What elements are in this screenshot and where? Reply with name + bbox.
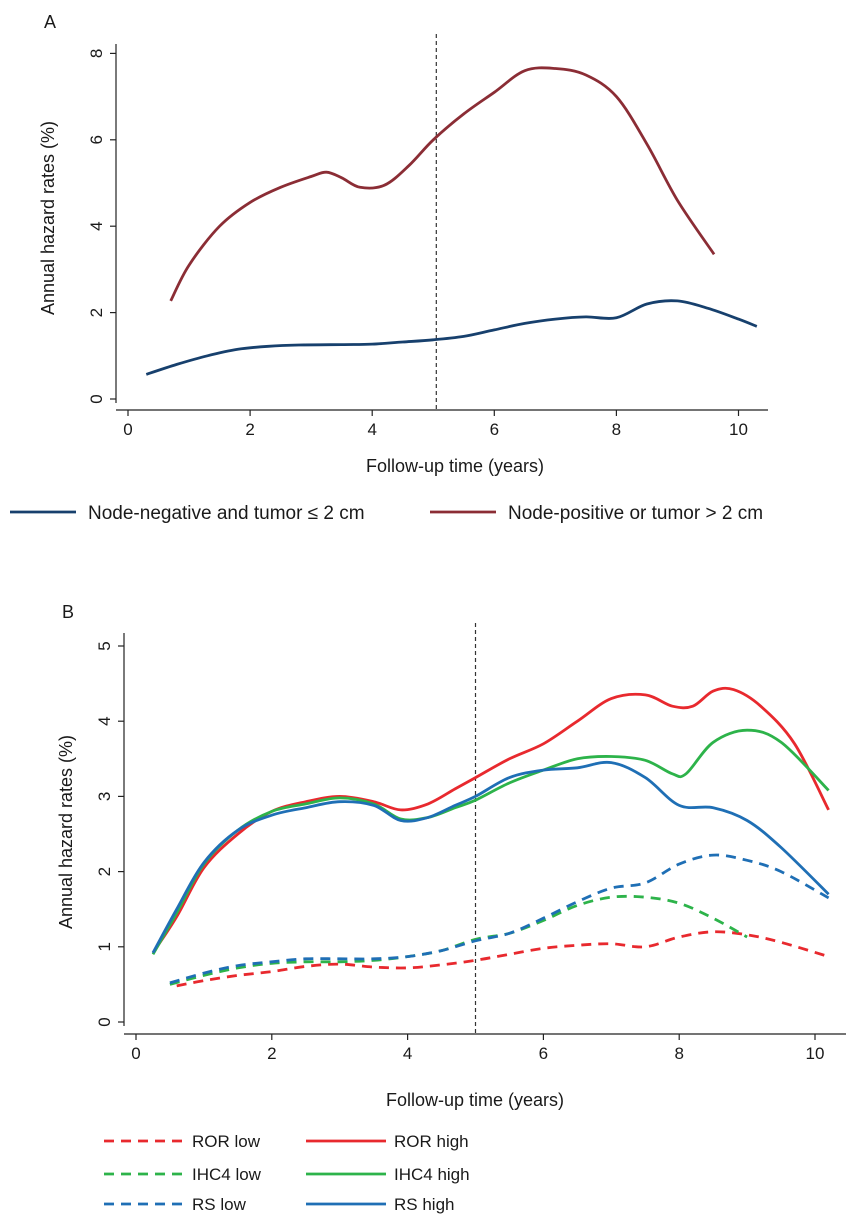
panel-b-legend: ROR low IHC4 low RS low ROR high IHC4 high RS…: [104, 1132, 470, 1214]
x-tick-label: 2: [245, 420, 254, 439]
legend-label: ROR high: [394, 1132, 469, 1151]
panel-a-xlabel: Follow-up time (years): [366, 456, 544, 476]
y-tick-label: 2: [87, 308, 106, 317]
panel-a-plot-area: 0 2 4 6 8 0 2 4 6 8 10: [87, 34, 768, 439]
legend-label: ROR low: [192, 1132, 261, 1151]
panel-b-xlabel: Follow-up time (years): [386, 1090, 564, 1110]
y-tick-label: 3: [95, 792, 114, 801]
x-tick-label: 2: [267, 1044, 276, 1063]
panel-a-label: A: [44, 12, 56, 32]
series-line-ror-low: [176, 930, 830, 988]
y-tick-label: 8: [87, 49, 106, 58]
y-tick-label: 0: [87, 394, 106, 403]
legend-label: RS low: [192, 1195, 247, 1214]
y-tick-label: 5: [95, 641, 114, 650]
y-tick-label: 4: [95, 716, 114, 725]
x-tick-label: 6: [490, 420, 499, 439]
legend-label: Node-negative and tumor ≤ 2 cm: [88, 503, 365, 524]
legend-label: Node-positive or tumor > 2 cm: [508, 503, 763, 524]
series-line-rs-low: [169, 853, 830, 985]
panel-a-ylabel: Annual hazard rates (%): [38, 121, 58, 315]
series-line-rs-high: [151, 760, 830, 954]
y-tick-label: 2: [95, 867, 114, 876]
x-tick-label: 8: [674, 1044, 683, 1063]
x-tick-label: 10: [729, 420, 748, 439]
y-tick-label: 4: [87, 221, 106, 230]
legend-label: IHC4 low: [192, 1165, 262, 1184]
series-line-ihc4-low: [169, 894, 748, 986]
panel-b-label: B: [62, 602, 74, 622]
series-line-node-negative-and-tumor-2-cm: [145, 299, 758, 376]
y-tick-label: 1: [95, 942, 114, 951]
panel-b-ylabel: Annual hazard rates (%): [56, 735, 76, 929]
y-tick-label: 0: [95, 1017, 114, 1026]
series-line-node-positive-or-tumor-2-cm: [169, 66, 716, 302]
panel-a: A Annual hazard rates (%) Follow-up time…: [10, 12, 768, 524]
panel-b: B Annual hazard rates (%) Follow-up time…: [56, 602, 846, 1214]
legend-label: IHC4 high: [394, 1165, 470, 1184]
x-tick-label: 0: [123, 420, 132, 439]
x-tick-label: 8: [612, 420, 621, 439]
x-tick-label: 4: [367, 420, 376, 439]
x-tick-label: 0: [131, 1044, 140, 1063]
legend-label: RS high: [394, 1195, 454, 1214]
panel-a-legend: Node-negative and tumor ≤ 2 cm Node-posit…: [10, 503, 763, 524]
x-tick-label: 10: [806, 1044, 825, 1063]
panel-b-plot-area: 0 1 2 3 4 5 0 2 4 6 8 10: [95, 623, 846, 1063]
x-tick-label: 6: [539, 1044, 548, 1063]
series-line-ihc4-high: [151, 728, 830, 955]
y-tick-label: 6: [87, 135, 106, 144]
x-tick-label: 4: [403, 1044, 412, 1063]
